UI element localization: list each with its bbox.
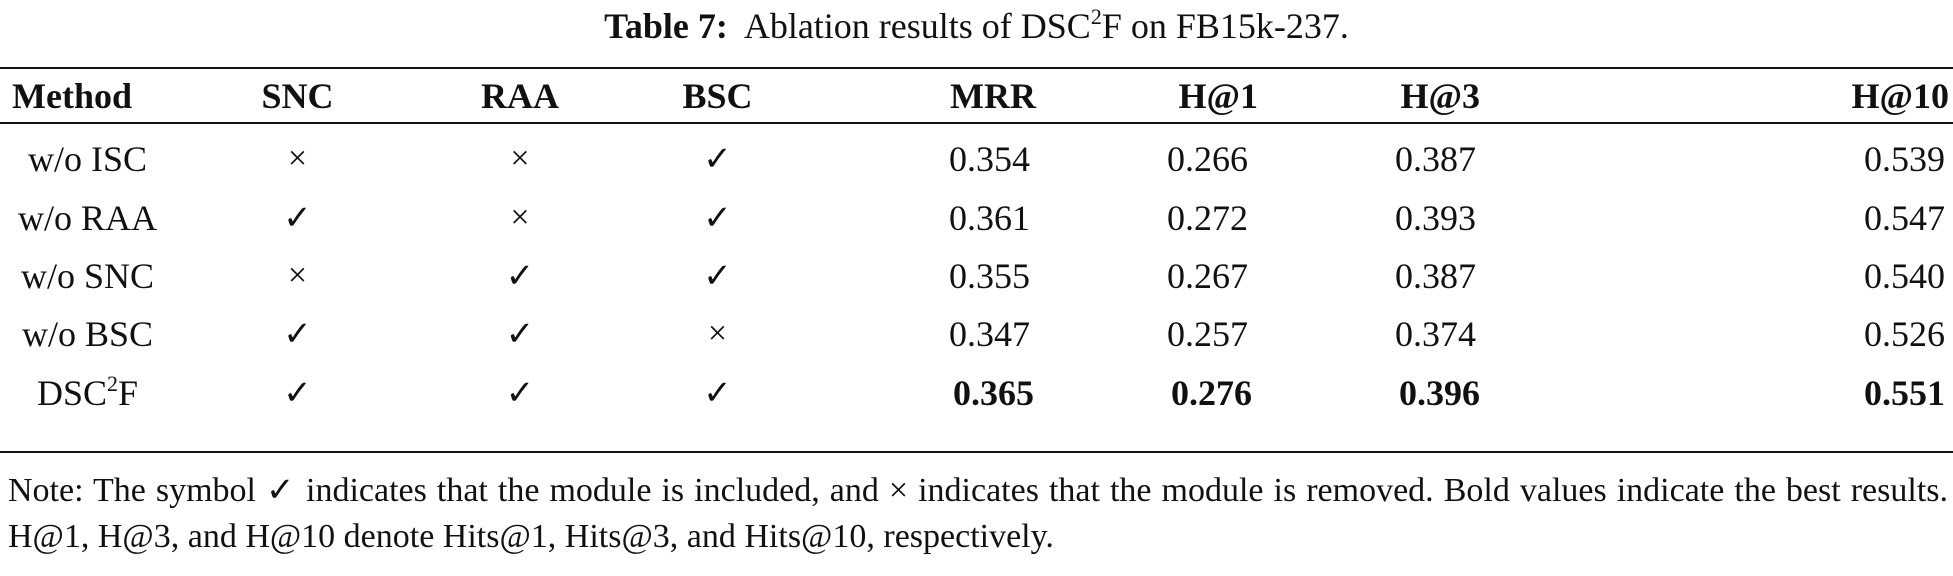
header-h1: H@1 bbox=[1178, 75, 1259, 116]
cell-raa: ✓ bbox=[505, 257, 535, 295]
ablation-table: Method SNC RAA BSC MRR H@1 H@3 H@10 w/o … bbox=[0, 69, 1953, 422]
method-name-base: DSC bbox=[36, 372, 107, 413]
cell-h1: 0.267 bbox=[1167, 255, 1248, 296]
cell-h3: 0.387 bbox=[1395, 255, 1476, 296]
cell-bsc: ✓ bbox=[703, 141, 732, 179]
cell-snc: ✓ bbox=[283, 199, 312, 237]
cell-snc: × bbox=[287, 140, 308, 178]
cell-raa: ✓ bbox=[505, 316, 535, 354]
table-row: w/o SNC × ✓ ✓ 0.355 0.267 0.387 0.540 bbox=[0, 247, 1953, 305]
cell-snc: ✓ bbox=[283, 316, 312, 354]
cell-h3: 0.393 bbox=[1395, 197, 1476, 238]
cell-h3: 0.387 bbox=[1395, 139, 1476, 180]
header-h3: H@3 bbox=[1400, 75, 1481, 116]
cell-h10: 0.540 bbox=[1864, 255, 1945, 296]
cell-method: w/o BSC bbox=[21, 314, 154, 355]
table-row: w/o ISC × × ✓ 0.354 0.266 0.387 0.539 bbox=[0, 122, 1953, 188]
cell-method: w/o ISC bbox=[27, 139, 148, 180]
table-row: w/o BSC ✓ ✓ × 0.347 0.257 0.374 0.526 bbox=[0, 305, 1953, 363]
cell-h3-best: 0.396 bbox=[1399, 372, 1480, 413]
cell-bsc: × bbox=[707, 315, 728, 353]
table-row: w/o RAA ✓ × ✓ 0.361 0.272 0.393 0.547 bbox=[0, 188, 1953, 246]
cell-method: DSC2F bbox=[0, 364, 175, 422]
cell-h3: 0.374 bbox=[1395, 314, 1476, 355]
table-row-best: DSC2F ✓ ✓ ✓ 0.365 0.276 0.396 0.551 bbox=[0, 364, 1953, 422]
cell-method: w/o RAA bbox=[17, 197, 157, 238]
cell-h1: 0.272 bbox=[1167, 197, 1248, 238]
cell-h1-best: 0.276 bbox=[1171, 372, 1252, 413]
cell-method: w/o SNC bbox=[20, 255, 155, 296]
bottom-rule bbox=[0, 451, 1953, 453]
caption-superscript: 2 bbox=[1090, 4, 1102, 29]
cell-h10: 0.539 bbox=[1864, 139, 1945, 180]
cell-bsc: ✓ bbox=[703, 199, 732, 237]
method-name-tail: F bbox=[118, 372, 139, 413]
cell-bsc: ✓ bbox=[703, 257, 732, 295]
cell-mrr: 0.361 bbox=[949, 197, 1030, 238]
caption-text: Ablation results of DSC bbox=[743, 6, 1091, 46]
cell-mrr: 0.347 bbox=[949, 314, 1030, 355]
cell-h1: 0.266 bbox=[1167, 139, 1248, 180]
cell-raa: ✓ bbox=[505, 374, 535, 412]
header-rule bbox=[0, 122, 1953, 124]
cell-bsc: ✓ bbox=[703, 374, 732, 412]
cell-h1: 0.257 bbox=[1167, 314, 1248, 355]
table-caption: Table 7: Ablation results of DSC2F on FB… bbox=[0, 4, 1953, 48]
cell-mrr-best: 0.365 bbox=[953, 372, 1034, 413]
caption-text-end: F on FB15k-237. bbox=[1101, 6, 1349, 46]
cell-mrr: 0.354 bbox=[949, 139, 1030, 180]
cell-snc: ✓ bbox=[283, 374, 312, 412]
header-row: Method SNC RAA BSC MRR H@1 H@3 H@10 bbox=[0, 69, 1953, 122]
header-h10: H@10 bbox=[1851, 75, 1950, 116]
header-method: Method bbox=[12, 75, 132, 116]
cell-raa: × bbox=[510, 198, 530, 236]
table-note: Note: The symbol ✓ indicates that the mo… bbox=[8, 472, 1948, 555]
cell-mrr: 0.355 bbox=[949, 255, 1030, 296]
cell-h10: 0.526 bbox=[1864, 314, 1945, 355]
header-snc: SNC bbox=[261, 75, 334, 116]
header-mrr: MRR bbox=[950, 75, 1036, 116]
cell-h10: 0.547 bbox=[1864, 197, 1945, 238]
cell-h10-best: 0.551 bbox=[1864, 372, 1945, 413]
cell-raa: × bbox=[510, 140, 530, 178]
header-raa: RAA bbox=[481, 75, 559, 116]
method-name-superscript: 2 bbox=[107, 370, 118, 396]
caption-label: Table 7: bbox=[604, 6, 728, 46]
top-rule bbox=[0, 67, 1953, 69]
cell-snc: × bbox=[287, 256, 308, 294]
header-bsc: BSC bbox=[682, 75, 753, 116]
